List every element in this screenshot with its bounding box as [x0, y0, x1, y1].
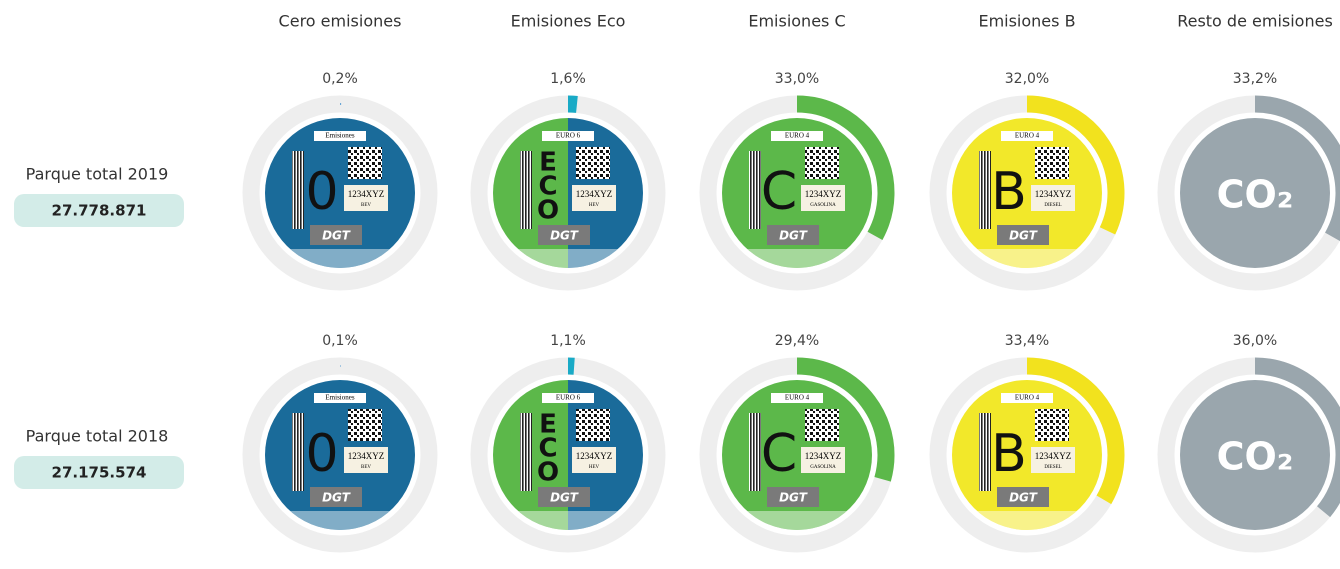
logo: DGT: [1009, 491, 1038, 505]
value-label: 33,0%: [775, 71, 819, 87]
column-header: Cero emisiones: [279, 12, 402, 31]
qr-code: [1035, 147, 1069, 179]
fuel: GASOLINA: [810, 465, 836, 470]
value-label: 0,2%: [322, 71, 358, 87]
top-label: EURO 4: [785, 394, 810, 402]
row-label: Parque total 2018: [26, 427, 169, 446]
fuel: BEV: [361, 203, 371, 208]
column-header: Emisiones Eco: [511, 12, 626, 31]
barcode: [749, 151, 761, 229]
plate: 1234XYZ: [805, 451, 842, 461]
fuel: DIESEL: [1044, 465, 1061, 470]
top-label: Emisiones: [325, 132, 354, 140]
sticker-letter: O: [537, 458, 559, 488]
plate: 1234XYZ: [576, 189, 613, 199]
sticker: EURO 4 1234XYZ GASOLINA C DGT: [722, 380, 872, 536]
sticker-letter: C: [761, 162, 797, 222]
sticker: EURO 61234XYZHEVECODGT: [493, 380, 643, 536]
qr-code: [805, 409, 839, 441]
fuel: BEV: [361, 465, 371, 470]
total-value: 27.175.574: [52, 464, 147, 482]
top-label: EURO 6: [556, 394, 581, 402]
sticker: CO₂: [1180, 380, 1330, 530]
sticker-letter: B: [991, 162, 1027, 222]
logo: DGT: [1009, 229, 1038, 243]
barcode: [520, 413, 532, 491]
total-value: 27.778.871: [52, 202, 147, 220]
logo: DGT: [779, 491, 808, 505]
plate: 1234XYZ: [1035, 451, 1072, 461]
top-label: EURO 6: [556, 132, 581, 140]
sticker: EURO 4 1234XYZ DIESEL B DGT: [952, 380, 1102, 536]
value-label: 33,4%: [1005, 333, 1049, 349]
column-header: Emisiones C: [748, 12, 845, 31]
qr-code: [805, 147, 839, 179]
value-label: 1,1%: [550, 333, 586, 349]
sticker: Emisiones 1234XYZ BEV 0 DGT: [265, 380, 415, 536]
top-label: EURO 4: [1015, 132, 1040, 140]
barcode: [979, 413, 991, 491]
value-label: 0,1%: [322, 333, 358, 349]
plate: 1234XYZ: [576, 451, 613, 461]
logo: DGT: [322, 491, 351, 505]
sticker-letter: 0: [305, 424, 338, 484]
sticker: EURO 4 1234XYZ GASOLINA C DGT: [722, 118, 872, 274]
qr-code: [576, 409, 610, 441]
sticker: EURO 61234XYZHEVECODGT: [493, 118, 643, 274]
qr-code: [348, 147, 382, 179]
sticker-letter: CO₂: [1217, 435, 1294, 479]
plate: 1234XYZ: [348, 451, 385, 461]
value-label: 33,2%: [1233, 71, 1277, 87]
barcode: [292, 151, 304, 229]
column-header: Resto de emisiones: [1177, 12, 1333, 31]
sticker-letter: C: [761, 424, 797, 484]
sticker-letter: 0: [305, 162, 338, 222]
value-label: 32,0%: [1005, 71, 1049, 87]
qr-code: [1035, 409, 1069, 441]
logo: DGT: [550, 229, 579, 243]
plate: 1234XYZ: [348, 189, 385, 199]
column-header: Emisiones B: [978, 12, 1075, 31]
fuel: DIESEL: [1044, 203, 1061, 208]
top-label: EURO 4: [785, 132, 810, 140]
fuel: HEV: [589, 465, 600, 470]
qr-code: [348, 409, 382, 441]
top-label: EURO 4: [1015, 394, 1040, 402]
value-label: 36,0%: [1233, 333, 1277, 349]
plate: 1234XYZ: [805, 189, 842, 199]
top-label: Emisiones: [325, 394, 354, 402]
qr-code: [576, 147, 610, 179]
sticker: EURO 4 1234XYZ DIESEL B DGT: [952, 118, 1102, 274]
sticker-letter: O: [537, 196, 559, 226]
sticker-letter: B: [991, 424, 1027, 484]
row-label: Parque total 2019: [26, 165, 169, 184]
sticker: CO₂: [1180, 118, 1330, 268]
barcode: [292, 413, 304, 491]
logo: DGT: [322, 229, 351, 243]
barcode: [979, 151, 991, 229]
value-label: 29,4%: [775, 333, 819, 349]
value-label: 1,6%: [550, 71, 586, 87]
sticker-letter: CO₂: [1217, 173, 1294, 217]
barcode: [520, 151, 532, 229]
logo: DGT: [779, 229, 808, 243]
barcode: [749, 413, 761, 491]
fuel: HEV: [589, 203, 600, 208]
infographic: Cero emisiones Emisiones Eco Emisiones C Em…: [0, 0, 1340, 569]
logo: DGT: [550, 491, 579, 505]
plate: 1234XYZ: [1035, 189, 1072, 199]
fuel: GASOLINA: [810, 203, 836, 208]
sticker: Emisiones 1234XYZ BEV 0 DGT: [265, 118, 415, 274]
